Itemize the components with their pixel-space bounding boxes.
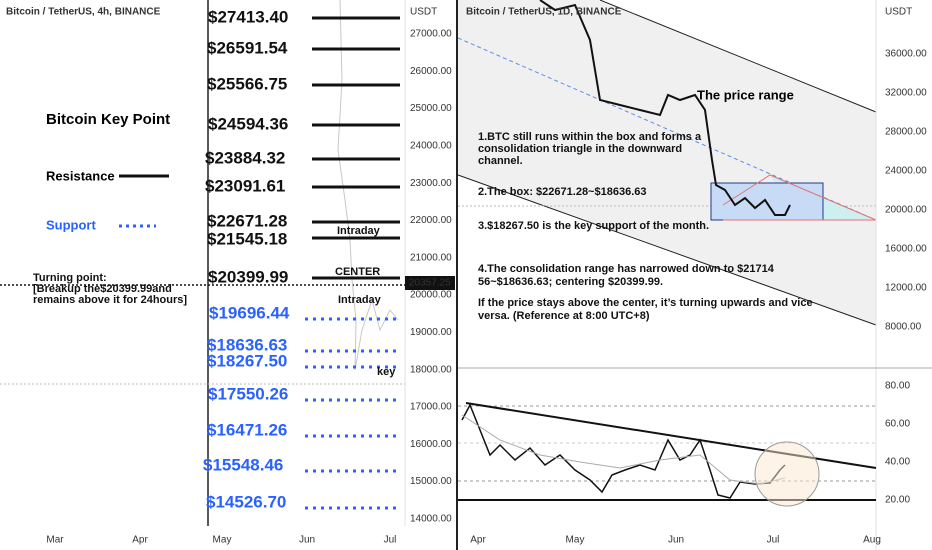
x-tick-label: Jul xyxy=(767,535,780,546)
y-tick-label: 15000.00 xyxy=(410,476,452,487)
annotation: The price range xyxy=(697,87,794,102)
channel xyxy=(458,0,876,325)
legend-label: Support xyxy=(46,217,96,232)
resistance-label: $27413.40 xyxy=(208,7,288,26)
resistance-label: $20399.99 xyxy=(208,267,288,286)
channel-bottom xyxy=(457,174,877,326)
y-tick-label: 12000.00 xyxy=(885,283,927,294)
support-label: $19696.44 xyxy=(209,303,290,322)
x-tick-label: Mar xyxy=(46,535,64,546)
support-label: $15548.46 xyxy=(203,455,283,474)
resistance-label: $23091.61 xyxy=(205,176,285,195)
axis-unit: USDT xyxy=(885,7,912,18)
resistance-label: $21545.18 xyxy=(207,229,287,248)
support-label: $14526.70 xyxy=(206,492,286,511)
y-tick-label: 24000.00 xyxy=(885,166,927,177)
note: 4.The consolidation range has narrowed d… xyxy=(478,263,775,275)
y-tick-label: 19000.00 xyxy=(410,327,452,338)
y-tick-label: 17000.00 xyxy=(410,402,452,413)
y-tick-label: 26000.00 xyxy=(410,66,452,77)
y-tick-label: 36000.00 xyxy=(885,49,927,60)
support-lines xyxy=(305,317,400,510)
y-tick-label: 8000.00 xyxy=(885,322,922,333)
note: versa. (Reference at 8:00 UTC+8) xyxy=(478,310,650,322)
legend-label: Resistance xyxy=(46,168,115,183)
support-label: $17550.26 xyxy=(208,384,288,403)
y-tick-label: 20000.00 xyxy=(410,290,452,301)
resistance-label: $24594.36 xyxy=(208,114,288,133)
note: If the price stays above the center, it’… xyxy=(478,297,813,309)
resistance-label: $26591.54 xyxy=(207,38,288,57)
note: 3.$18267.50 is the key support of the mo… xyxy=(478,220,709,232)
x-tick-label: May xyxy=(566,535,585,546)
x-tick-label: Jul xyxy=(384,535,397,546)
indicator-tick-label: 60.00 xyxy=(885,419,910,430)
price-line xyxy=(539,0,791,216)
triangle-edge xyxy=(722,174,877,221)
y-tick-label: 23000.00 xyxy=(410,178,452,189)
turning-point: Turning point: xyxy=(33,272,107,284)
price-trace xyxy=(337,0,399,371)
y-tick-label: 18000.00 xyxy=(410,364,452,375)
y-tick-label: 20000.00 xyxy=(885,205,927,216)
indicator-tick-label: 20.00 xyxy=(885,495,910,506)
y-tick-label: 32000.00 xyxy=(885,88,927,99)
price-tag-label: 20357.25 xyxy=(409,278,451,289)
resistance-label: $22671.28 xyxy=(207,211,287,230)
x-tick-label: May xyxy=(213,535,232,546)
turning-point: remains above it for 24hours] xyxy=(33,294,187,306)
turning-point: [Breakup the$20399.99and xyxy=(33,283,172,295)
note: 1.BTC still runs within the box and form… xyxy=(478,131,702,143)
note: 56~$18636.63; centering $20399.99. xyxy=(478,276,663,288)
y-tick-label: 25000.00 xyxy=(410,103,452,114)
y-tick-label: 27000.00 xyxy=(410,29,452,40)
annotation: CENTER xyxy=(335,266,380,278)
rsi-line xyxy=(461,403,786,499)
channel-top xyxy=(599,0,877,113)
indicator-tick-label: 80.00 xyxy=(885,381,910,392)
annotation: Intraday xyxy=(338,294,382,306)
note: 2.The box: $22671.28~$18636.63 xyxy=(478,186,646,198)
annotation: key xyxy=(377,366,396,378)
y-tick-label: 16000.00 xyxy=(885,244,927,255)
title: Bitcoin Key Point xyxy=(46,111,170,128)
resistance-lines xyxy=(312,16,400,280)
price-tag xyxy=(405,276,455,290)
highlight-circle xyxy=(754,441,820,507)
axis-unit: USDT xyxy=(410,7,437,18)
y-tick-label: 21000.00 xyxy=(410,252,452,263)
resistance-label: $23884.32 xyxy=(205,148,285,167)
annotation: Intraday xyxy=(337,225,381,237)
note: consolidation triangle in the downward xyxy=(478,143,682,155)
y-tick-label: 14000.00 xyxy=(410,514,452,525)
x-tick-label: Apr xyxy=(470,535,486,546)
support-label: $16471.26 xyxy=(207,420,287,439)
rsi-ma xyxy=(461,414,786,485)
x-tick-label: Apr xyxy=(132,535,148,546)
y-tick-label: 22000.00 xyxy=(410,215,452,226)
y-tick-label: 16000.00 xyxy=(410,439,452,450)
y-tick-label: 24000.00 xyxy=(410,141,452,152)
y-tick-label: 28000.00 xyxy=(885,127,927,138)
support-label: $18636.63 xyxy=(207,335,287,354)
x-tick-label: Jun xyxy=(668,535,684,546)
symbol: Bitcoin / TetherUS, 4h, BINANCE xyxy=(6,7,161,18)
x-tick-label: Jun xyxy=(299,535,315,546)
indicator-tick-label: 40.00 xyxy=(885,457,910,468)
support-label: $18267.50 xyxy=(207,351,287,370)
x-tick-label: Aug xyxy=(863,535,881,546)
note: channel. xyxy=(478,155,523,167)
symbol: Bitcoin / TetherUS, 1D, BINANCE xyxy=(466,7,622,18)
resistance-label: $25566.75 xyxy=(207,74,287,93)
